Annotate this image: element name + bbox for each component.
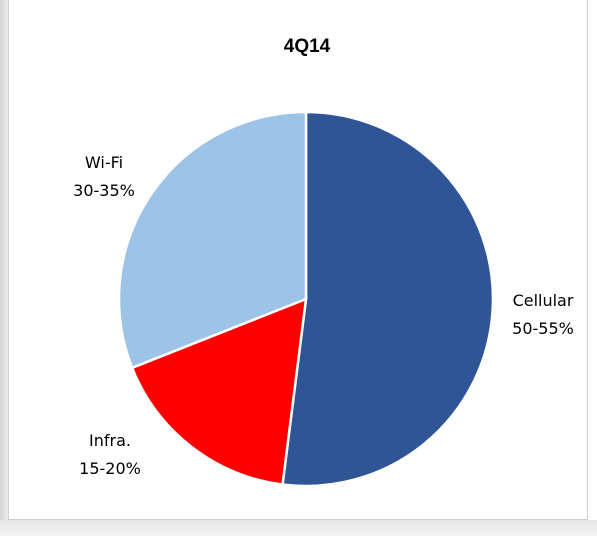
pie-slice-wi-fi <box>117 110 308 370</box>
slice-label-name: Cellular <box>513 291 574 310</box>
left-edge-shadow <box>0 0 8 536</box>
slice-label-range: 15-20% <box>79 459 141 478</box>
slice-label-range: 50-55% <box>512 319 574 338</box>
slice-label-name: Infra. <box>89 431 131 450</box>
slice-label-range: 30-35% <box>73 181 135 200</box>
pie-slice-cellular <box>281 110 495 488</box>
pie-slices <box>117 110 495 488</box>
slice-label-name: Wi-Fi <box>85 153 123 172</box>
pie-slice-infra <box>130 297 308 486</box>
pie-labels: Cellular 50-55% Infra. 15-20% Wi-Fi 30-35% <box>73 153 574 478</box>
bottom-edge-shadow <box>0 520 597 536</box>
chart-title: 4Q14 <box>284 36 331 57</box>
